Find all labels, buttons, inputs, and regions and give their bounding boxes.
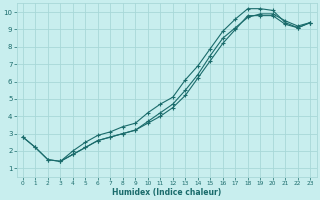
X-axis label: Humidex (Indice chaleur): Humidex (Indice chaleur) bbox=[112, 188, 221, 197]
